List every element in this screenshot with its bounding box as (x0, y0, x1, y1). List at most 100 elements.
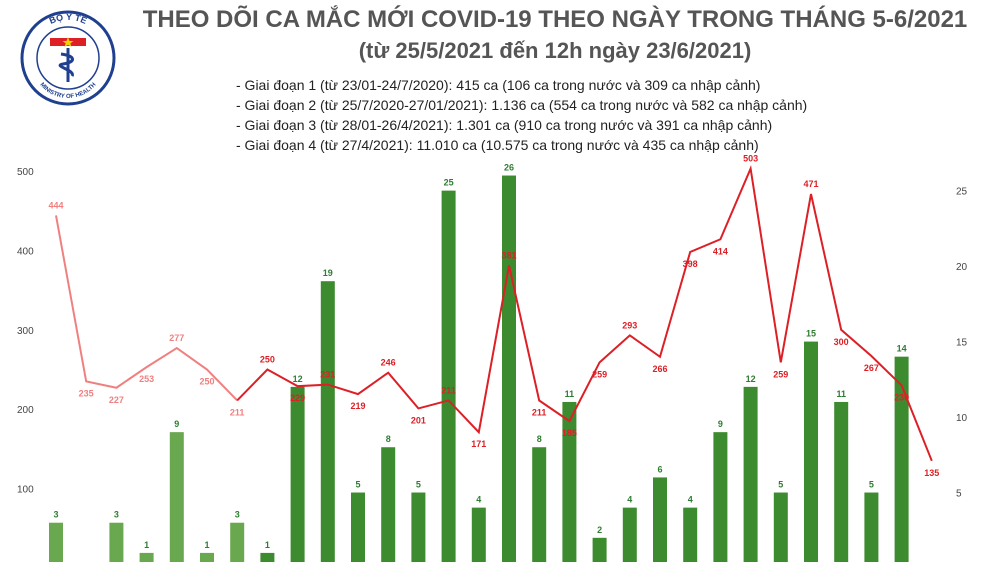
line-value-label: 211 (441, 385, 456, 395)
bar-value-label: 12 (746, 374, 756, 384)
bar (532, 447, 547, 562)
bar (894, 356, 909, 562)
right-axis-tick: 15 (956, 338, 968, 349)
line-value-label: 293 (622, 320, 637, 330)
bar-value-label: 5 (869, 480, 874, 490)
bar-value-label: 1 (265, 540, 270, 550)
line-value-label: 211 (230, 407, 245, 417)
left-axis-tick: 400 (17, 246, 34, 257)
bar-value-label: 6 (657, 464, 662, 474)
line-value-label: 211 (532, 407, 547, 417)
stage-note-1: - Giai đoạn 1 (từ 23/01-24/7/2020): 415 … (236, 77, 761, 93)
bar (169, 432, 184, 562)
bar-value-label: 26 (504, 163, 514, 173)
bar-value-label: 1 (144, 540, 149, 550)
bar (49, 522, 63, 562)
line-value-label: 414 (713, 246, 728, 256)
bar-value-label: 4 (688, 495, 693, 505)
bar-value-label: 25 (444, 178, 454, 188)
svg-text:BỘ Y TẾ: BỘ Y TẾ (48, 11, 89, 26)
bar (562, 401, 577, 562)
bar (713, 432, 728, 562)
bar (381, 447, 396, 562)
line-value-label: 231 (320, 370, 335, 380)
line-series-late (236, 165, 933, 462)
line-value-label: 185 (562, 428, 577, 438)
bar (502, 175, 516, 562)
left-axis-tick: 500 (17, 167, 34, 178)
line-value-label: 230 (894, 392, 909, 402)
line-value-label: 246 (381, 358, 396, 368)
stage-note-3: - Giai đoạn 3 (từ 28/01-26/4/2021): 1.30… (236, 117, 773, 133)
bar (260, 552, 275, 562)
bar-value-label: 4 (627, 495, 632, 505)
bar (320, 281, 335, 562)
logo-text-top: BỘ Y TẾ (48, 11, 89, 26)
bar-value-label: 5 (416, 480, 421, 490)
right-axis-tick: 5 (956, 489, 962, 500)
line-value-label: 471 (803, 179, 818, 189)
bar-value-label: 3 (235, 510, 240, 520)
chart-subtitle: (từ 25/5/2021 đến 12h ngày 23/6/2021) (358, 38, 752, 63)
bar (773, 492, 788, 562)
line-value-label: 235 (79, 388, 94, 398)
bar (441, 190, 456, 562)
ministry-of-health-logo: BỘ Y TẾ MINISTRY OF HEALTH (20, 10, 116, 106)
bar (864, 492, 879, 562)
bar-value-label: 12 (293, 374, 303, 384)
bar (683, 507, 698, 562)
bar (653, 477, 667, 562)
line-value-label: 266 (652, 364, 667, 374)
bar-value-label: 4 (476, 495, 481, 505)
bar-value-label: 8 (386, 434, 391, 444)
line-value-label: 398 (683, 259, 698, 269)
left-axis-tick: 200 (17, 405, 34, 416)
bar-value-label: 14 (897, 344, 907, 354)
bar-value-label: 19 (323, 268, 333, 278)
bar (230, 522, 245, 562)
stage-notes: - Giai đoạn 1 (từ 23/01-24/7/2020): 415 … (236, 75, 807, 155)
bar (200, 552, 214, 562)
line-value-label: 381 (501, 250, 516, 260)
bar (351, 492, 365, 562)
bar-value-label: 1 (204, 540, 209, 550)
line-series-early (55, 215, 238, 402)
line-value-label: 267 (864, 363, 879, 373)
bar-value-label: 15 (806, 329, 816, 339)
line-value-label: 300 (834, 337, 849, 347)
line-value-label: 259 (773, 369, 788, 379)
line-value-label: 227 (109, 395, 124, 405)
bar (592, 537, 607, 562)
line-value-label: 135 (924, 468, 939, 478)
bar-value-label: 5 (778, 480, 783, 490)
right-axis-tick: 10 (956, 413, 968, 424)
line-value-label: 277 (169, 333, 184, 343)
bar (622, 507, 637, 562)
right-axis-tick: 20 (956, 262, 968, 273)
bar (139, 552, 154, 562)
chart-title: THEO DÕI CA MẮC MỚI COVID-19 THEO NGÀY T… (142, 6, 968, 33)
line-value-label: 503 (743, 154, 758, 164)
left-axis-tick: 100 (17, 485, 34, 496)
left-axis-tick: 300 (17, 326, 34, 337)
bar (471, 507, 486, 562)
bar-value-label: 11 (565, 389, 575, 399)
line-value-label: 171 (471, 439, 486, 449)
stage-note-4: - Giai đoạn 4 (từ 27/4/2021): 11.010 ca … (236, 137, 759, 153)
bar-value-label: 2 (597, 525, 602, 535)
bar-value-label: 3 (53, 510, 58, 520)
bar-value-label: 5 (355, 480, 360, 490)
line-value-label: 219 (350, 401, 365, 411)
stage-note-2: - Giai đoạn 2 (từ 25/7/2020-27/01/2021):… (236, 97, 808, 113)
right-axis-tick: 25 (956, 187, 968, 198)
bar (411, 492, 426, 562)
bar-value-label: 8 (537, 434, 542, 444)
bar-value-label: 11 (836, 389, 846, 399)
bar (804, 341, 818, 562)
line-value-label: 253 (139, 374, 154, 384)
bar (743, 386, 758, 562)
bar (290, 386, 305, 562)
bar-value-label: 9 (718, 419, 723, 429)
line-value-label: 250 (260, 355, 275, 365)
